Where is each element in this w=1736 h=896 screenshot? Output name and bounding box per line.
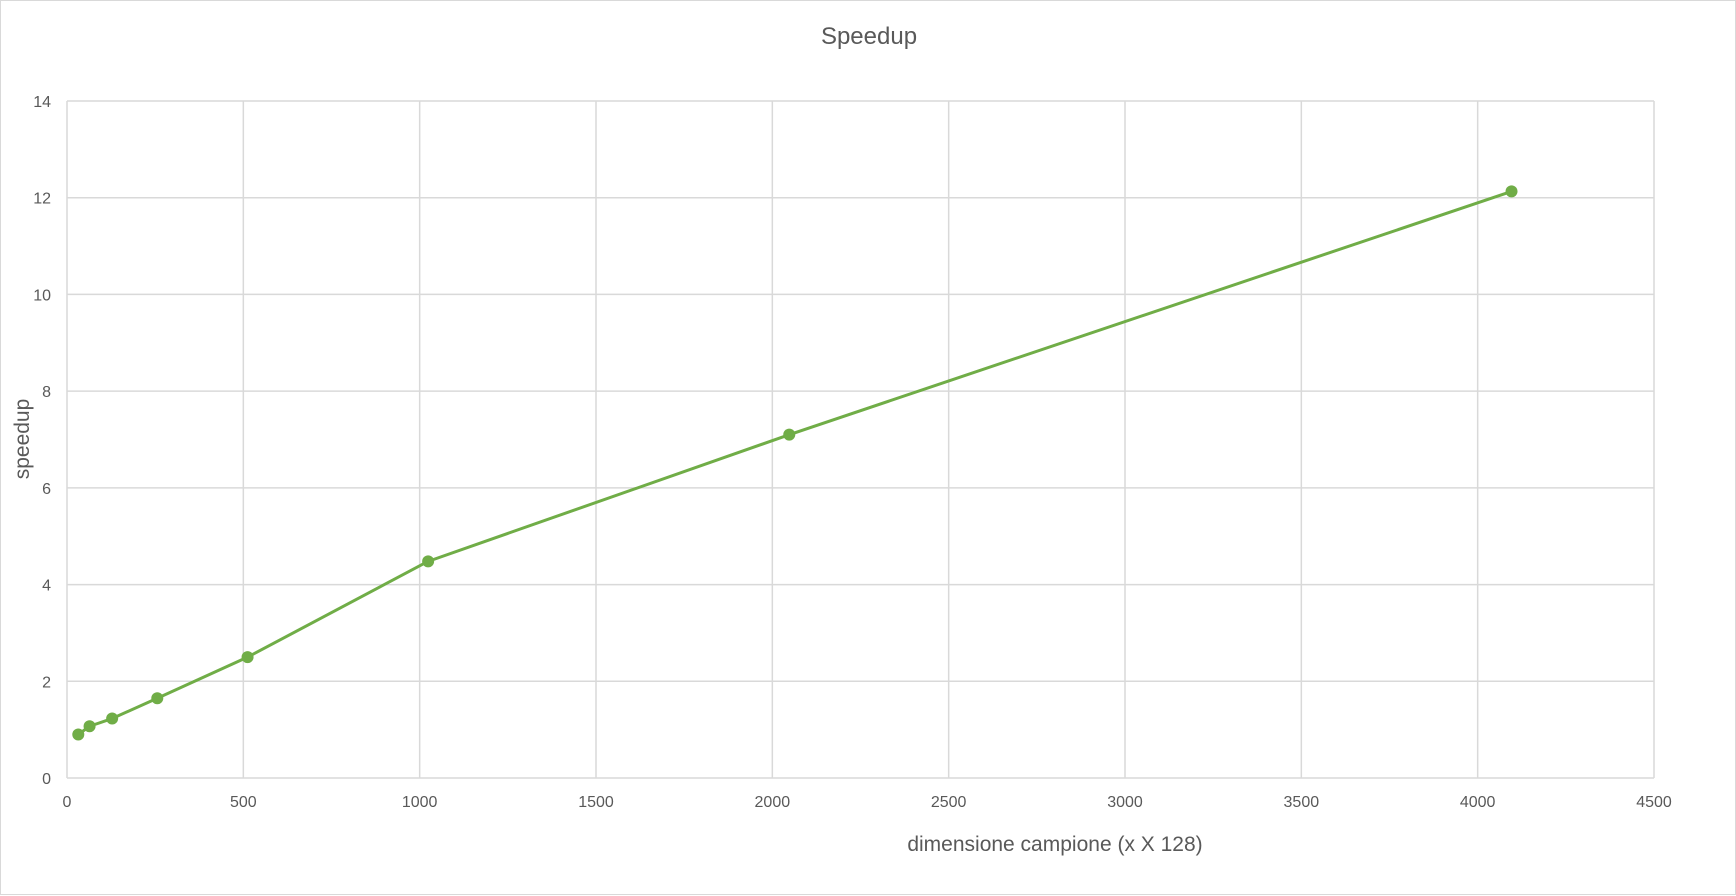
y-tick-label: 0 bbox=[42, 771, 51, 788]
y-tick-label: 14 bbox=[33, 94, 51, 111]
data-point bbox=[783, 428, 796, 441]
plot-series bbox=[72, 185, 1518, 741]
x-tick-label: 0 bbox=[63, 794, 72, 811]
tick-labels: 0 2 4 6 8 10 12 14 0 500 1000 1500 2000 2500 3000 3500 4… bbox=[33, 94, 1672, 811]
x-tick-label: 4000 bbox=[1460, 794, 1496, 811]
data-point bbox=[241, 651, 254, 664]
speedup-series-line bbox=[77, 190, 1512, 736]
data-point bbox=[422, 555, 435, 568]
x-tick-label: 1000 bbox=[402, 794, 438, 811]
data-point bbox=[1505, 185, 1518, 198]
data-point bbox=[151, 692, 164, 705]
chart-title: Speedup bbox=[821, 23, 917, 50]
x-axis-title: dimensione campione (x X 128) bbox=[907, 833, 1202, 856]
y-tick-label: 2 bbox=[42, 674, 51, 691]
x-tick-label: 1500 bbox=[578, 794, 614, 811]
y-tick-label: 10 bbox=[33, 287, 51, 304]
y-tick-label: 6 bbox=[42, 481, 51, 498]
data-point bbox=[106, 712, 119, 725]
data-point bbox=[72, 728, 85, 741]
y-tick-label: 4 bbox=[42, 578, 51, 595]
x-tick-label: 4500 bbox=[1636, 794, 1672, 811]
data-point bbox=[83, 720, 96, 733]
x-tick-label: 3000 bbox=[1107, 794, 1143, 811]
y-axis-title: speedup bbox=[11, 399, 34, 480]
y-tick-label: 12 bbox=[33, 191, 51, 208]
y-tick-label: 8 bbox=[42, 384, 51, 401]
x-tick-label: 2000 bbox=[755, 794, 791, 811]
gridlines bbox=[66, 100, 1655, 779]
x-tick-label: 500 bbox=[230, 794, 257, 811]
x-tick-label: 2500 bbox=[931, 794, 967, 811]
x-tick-label: 3500 bbox=[1284, 794, 1320, 811]
